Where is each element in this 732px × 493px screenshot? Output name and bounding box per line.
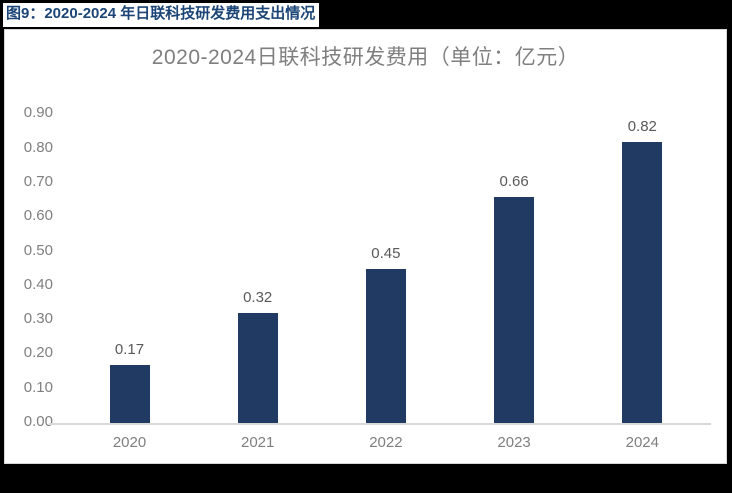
bar-2023 <box>494 197 535 423</box>
y-axis-tick-label: 0.30 <box>23 310 53 328</box>
bar-2024 <box>622 142 663 423</box>
bar-value-label-2024: 0.82 <box>627 118 657 135</box>
y-axis-tick-label: 0.40 <box>23 275 53 293</box>
y-axis-tick-label: 0.90 <box>23 104 53 122</box>
figure-caption-text: 图9：2020-2024 年日联科技研发费用支出情况 <box>6 5 316 22</box>
y-axis-tick-label: 0.20 <box>23 344 53 362</box>
bar-value-label-2022: 0.45 <box>371 245 401 262</box>
x-axis-line <box>49 423 711 425</box>
x-axis-tick-label-2024: 2024 <box>625 434 659 451</box>
bar-2021 <box>237 313 278 423</box>
bar-value-label-2021: 0.32 <box>243 289 273 306</box>
x-axis-tick-label-2020: 2020 <box>112 434 147 451</box>
x-axis-tick-label-2021: 2021 <box>241 434 275 451</box>
x-axis-tick-label-2022: 2022 <box>369 434 403 451</box>
bar-value-label-2020: 0.17 <box>114 341 145 358</box>
bar-2020 <box>109 365 150 423</box>
chart-title: 2020-2024日联科技研发费用（单位：亿元） <box>151 46 580 69</box>
y-axis-tick-label: 0.80 <box>23 138 53 156</box>
y-axis-tick-label: 0.00 <box>23 413 53 430</box>
y-axis-tick-label: 0.70 <box>23 172 53 190</box>
chart-card: 2020-2024日联科技研发费用（单位：亿元） 0.00 0.10 0.20 0.3… <box>4 29 727 464</box>
x-axis-tick-label-2023: 2023 <box>497 434 531 451</box>
figure-caption: 图9：2020-2024 年日联科技研发费用支出情况 <box>3 3 320 27</box>
bar-value-label-2023: 0.66 <box>499 173 529 190</box>
y-axis-tick-label: 0.60 <box>23 207 53 225</box>
y-axis-tick-label: 0.50 <box>23 241 53 259</box>
bar-2022 <box>365 269 406 423</box>
y-axis-tick-label: 0.10 <box>23 378 53 396</box>
